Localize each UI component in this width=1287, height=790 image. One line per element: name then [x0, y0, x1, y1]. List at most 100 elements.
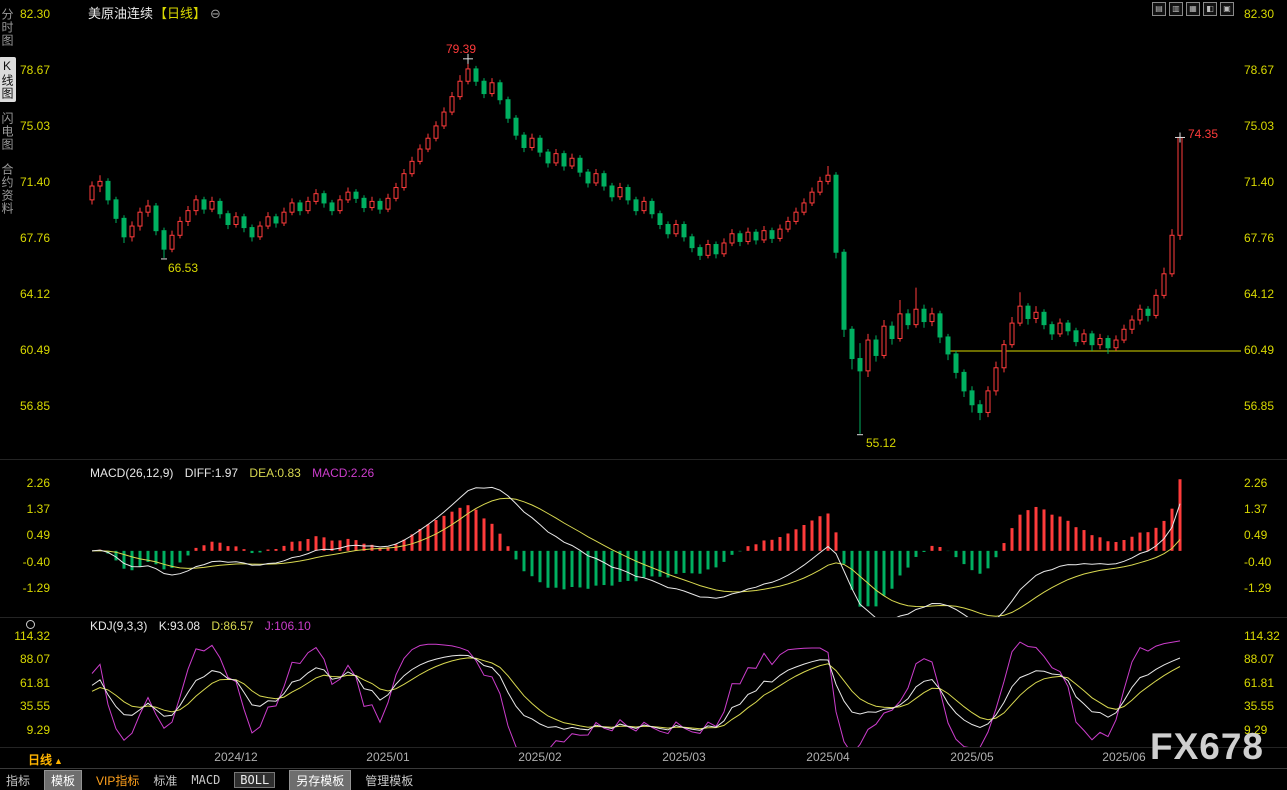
candle [769, 227, 775, 243]
macd-diff-value: DIFF:1.97 [184, 466, 239, 480]
toolbar-standard[interactable]: 标准 [153, 773, 178, 788]
candle [353, 189, 359, 203]
price-axis-label: 56.85 [1244, 399, 1275, 414]
period-selector[interactable]: 日线 ▲ [28, 751, 63, 768]
candle [1001, 340, 1007, 373]
candle [793, 207, 799, 225]
candle [457, 75, 463, 100]
candle [569, 153, 575, 170]
candle [697, 244, 703, 260]
candle [577, 155, 583, 177]
candle [865, 333, 871, 378]
kdj-axis-label: 114.32 [1244, 629, 1280, 643]
candle [857, 343, 863, 434]
price-axis-label: 67.76 [19, 230, 50, 245]
candle [1121, 324, 1127, 344]
chart-title: 美原油连续【日线】 ⊖ [88, 3, 221, 22]
sidebar-item-timeshare[interactable]: 分时图 [0, 8, 14, 47]
candle [505, 96, 511, 123]
macd-axis-label: -1.29 [22, 581, 50, 595]
candle [1153, 289, 1159, 319]
candle [105, 178, 111, 205]
candle [513, 115, 519, 140]
candle [433, 121, 439, 142]
x-axis-month-label: 2025/03 [662, 750, 706, 764]
candle [945, 333, 951, 361]
candle [137, 207, 143, 231]
candle [1097, 333, 1103, 350]
candle [393, 182, 399, 202]
price-axis-label: 67.76 [1244, 230, 1275, 245]
toolbar-boll[interactable]: BOLL [234, 772, 276, 788]
kdj-axis-label: 61.81 [1244, 675, 1275, 690]
candle [1049, 321, 1055, 341]
period-badge: 【日线】 [154, 6, 207, 21]
candle [617, 182, 623, 200]
candle [497, 79, 503, 105]
candle [345, 187, 351, 203]
candle [825, 165, 831, 185]
x-axis-month-label: 2025/06 [1102, 750, 1146, 764]
candle [161, 227, 167, 258]
peak-price-annotation: 79.39 [446, 41, 477, 56]
candle [721, 238, 727, 257]
candle [273, 213, 279, 228]
layout-5-icon[interactable]: ▣ [1220, 2, 1234, 16]
kdj-j-value: J:106.10 [264, 619, 311, 633]
candle [657, 210, 663, 230]
x-axis-month-label: 2024/12 [214, 750, 258, 764]
candle [969, 386, 975, 413]
candle [321, 190, 327, 208]
candle [913, 287, 919, 328]
macd-name: MACD(26,12,9) [90, 466, 174, 480]
layout-4-icon[interactable]: ◧ [1203, 2, 1217, 16]
price-axis-label: 82.30 [19, 7, 50, 21]
sidebar-item-lightning[interactable]: 闪电图 [0, 112, 14, 151]
candle [329, 199, 335, 216]
price-axis-label: 75.03 [19, 118, 50, 133]
price-axis-label: 75.03 [1244, 118, 1275, 133]
layout-1-icon[interactable]: ▤ [1152, 2, 1166, 16]
candle [601, 170, 607, 191]
candle [921, 304, 927, 328]
candle [89, 181, 95, 205]
macd-dea-line [91, 497, 1181, 617]
bottom-toolbar: 指标 模板 VIP指标 标准 MACD BOLL 另存模板 管理模板 [6, 769, 414, 790]
candle [873, 335, 879, 362]
kdj-header: KDJ(9,3,3) K:93.08 D:86.57 J:106.10 [90, 619, 311, 633]
macd-dea-value: DEA:0.83 [249, 466, 301, 480]
candle [881, 320, 887, 359]
period-selector-label: 日线 [28, 753, 53, 767]
macd-diff-line [91, 486, 1181, 617]
period-up-triangle-icon: ▲ [54, 756, 63, 766]
candle [265, 212, 271, 230]
candle [849, 326, 855, 370]
candle [993, 361, 999, 396]
watermark: FX678 [1150, 726, 1265, 767]
sidebar-item-kline[interactable]: K线图 [0, 57, 16, 102]
candle [217, 198, 223, 219]
toolbar-save-template[interactable]: 另存模板 [289, 769, 352, 790]
collapse-icon[interactable]: ⊖ [210, 6, 221, 21]
layout-2-icon[interactable]: ▥ [1169, 2, 1183, 16]
sidebar-item-contract-info[interactable]: 合约资料 [0, 163, 14, 215]
layout-3-icon[interactable]: ▦ [1186, 2, 1200, 16]
kdj-settings-icon[interactable] [26, 620, 35, 629]
candle [1065, 320, 1071, 336]
toolbar-macd[interactable]: MACD [191, 773, 221, 787]
candle [1017, 292, 1023, 327]
kdj-j-line [91, 640, 1181, 747]
toolbar-vip-indicator[interactable]: VIP指标 [96, 773, 140, 788]
candle [249, 224, 255, 242]
price-axis-label: 64.12 [1244, 287, 1275, 302]
candle [833, 172, 839, 259]
instrument-name: 美原油连续 [88, 6, 154, 21]
toolbar-manage-template[interactable]: 管理模板 [365, 773, 414, 788]
candle [841, 249, 847, 337]
macd-bar-value: MACD:2.26 [312, 466, 375, 480]
toolbar-template[interactable]: 模板 [44, 769, 83, 790]
candle [785, 216, 791, 233]
toolbar-indicator[interactable]: 指标 [6, 773, 31, 788]
candle [729, 229, 735, 247]
